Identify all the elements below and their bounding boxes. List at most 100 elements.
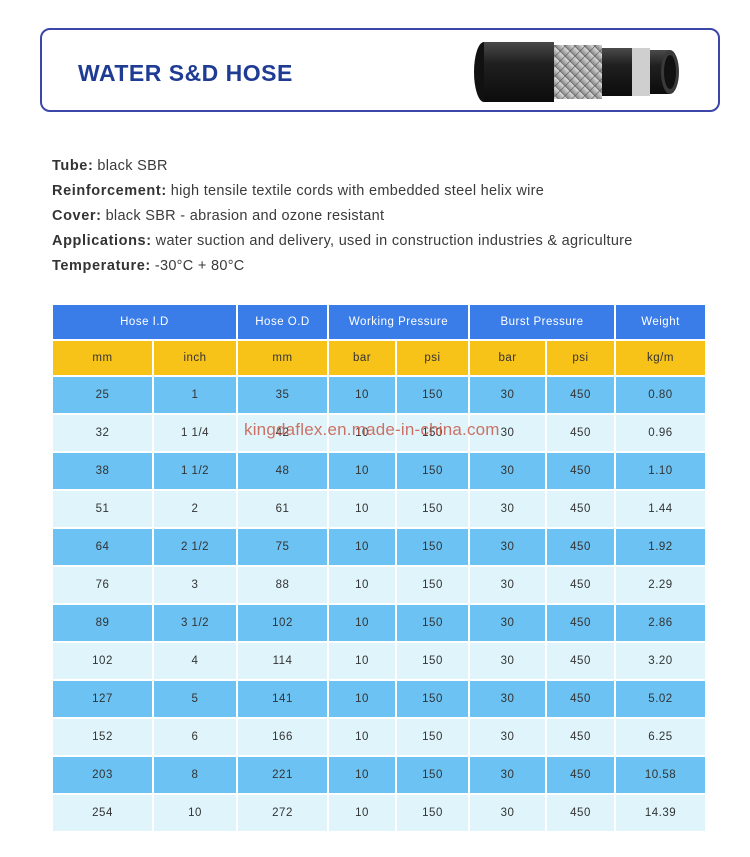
table-cell: 10 [329, 415, 395, 451]
table-cell: 75 [238, 529, 327, 565]
header-hose-od: Hose O.D [238, 305, 327, 339]
unit-cell: kg/m [616, 341, 705, 375]
table-cell: 150 [397, 415, 468, 451]
table-cell: 8 [154, 757, 236, 793]
hose-icon [474, 42, 679, 102]
table-cell: 42 [238, 415, 327, 451]
table-cell: 0.80 [616, 377, 705, 413]
table-cell: 150 [397, 491, 468, 527]
table-cell: 3 [154, 567, 236, 603]
table-cell: 150 [397, 567, 468, 603]
table-cell: 150 [397, 605, 468, 641]
spec-temperature: Temperature: -30°C + 80°C [52, 254, 712, 279]
spec-list: Tube: black SBR Reinforcement: high tens… [52, 154, 712, 279]
table-cell: 10 [329, 567, 395, 603]
table-row: 203 8 221 10 150 30 450 10.58 [53, 757, 705, 793]
table-row: 89 3 1/2 102 10 150 30 450 2.86 [53, 605, 705, 641]
spec-value: -30°C + 80°C [154, 258, 245, 274]
table-cell: 152 [53, 719, 152, 755]
table-cell: 10 [329, 529, 395, 565]
table-cell: 0.96 [616, 415, 705, 451]
table-cell: 102 [238, 605, 327, 641]
table-cell: 10 [329, 681, 395, 717]
table-cell: 127 [53, 681, 152, 717]
table-cell: 88 [238, 567, 327, 603]
table-cell: 150 [397, 719, 468, 755]
table-cell: 35 [238, 377, 327, 413]
table-cell: 203 [53, 757, 152, 793]
page-title: WATER S&D HOSE [78, 60, 293, 86]
table-units-row: mm inch mm bar psi bar psi kg/m [53, 341, 705, 375]
table-cell: 76 [53, 567, 152, 603]
table-cell: 102 [53, 643, 152, 679]
table-cell: 10.58 [616, 757, 705, 793]
table-cell: 48 [238, 453, 327, 489]
table-cell: 10 [329, 605, 395, 641]
table-cell: 5 [154, 681, 236, 717]
table-cell: 166 [238, 719, 327, 755]
table-cell: 450 [547, 415, 614, 451]
table-cell: 30 [470, 795, 545, 831]
table-row: 25 1 35 10 150 30 450 0.80 [53, 377, 705, 413]
table-cell: 10 [329, 377, 395, 413]
table-cell: 150 [397, 529, 468, 565]
table-cell: 150 [397, 643, 468, 679]
table-cell: 30 [470, 643, 545, 679]
table-cell: 30 [470, 719, 545, 755]
table-cell: 450 [547, 453, 614, 489]
table-cell: 450 [547, 795, 614, 831]
spec-applications: Applications: water suction and delivery… [52, 229, 712, 254]
table-cell: 450 [547, 605, 614, 641]
table-cell: 4 [154, 643, 236, 679]
unit-cell: bar [470, 341, 545, 375]
unit-cell: mm [53, 341, 152, 375]
table-cell: 30 [470, 529, 545, 565]
table-cell: 51 [53, 491, 152, 527]
table-cell: 10 [329, 719, 395, 755]
spec-value: black SBR [97, 158, 168, 174]
table-row: 51 2 61 10 150 30 450 1.44 [53, 491, 705, 527]
table-cell: 254 [53, 795, 152, 831]
table-cell: 272 [238, 795, 327, 831]
table-cell: 450 [547, 757, 614, 793]
unit-cell: bar [329, 341, 395, 375]
table-cell: 30 [470, 757, 545, 793]
watermark: kingdaflex.en.made-in-china.com [244, 420, 500, 439]
spec-reinforcement: Reinforcement: high tensile textile cord… [52, 179, 712, 204]
table-cell: 5.02 [616, 681, 705, 717]
table-cell: 150 [397, 795, 468, 831]
unit-cell: inch [154, 341, 236, 375]
table-cell: 450 [547, 491, 614, 527]
table-cell: 10 [329, 643, 395, 679]
table-cell: 64 [53, 529, 152, 565]
table-cell: 141 [238, 681, 327, 717]
table-cell: 2 1/2 [154, 529, 236, 565]
unit-cell: psi [397, 341, 468, 375]
spec-value: black SBR - abrasion and ozone resistant [105, 208, 385, 224]
table-cell: 450 [547, 643, 614, 679]
table-cell: 1.10 [616, 453, 705, 489]
table-cell: 30 [470, 415, 545, 451]
table-cell: 30 [470, 453, 545, 489]
table-row: 38 1 1/2 48 10 150 30 450 1.10 [53, 453, 705, 489]
spec-tube: Tube: black SBR [52, 154, 712, 179]
table-cell: 30 [470, 491, 545, 527]
unit-cell: mm [238, 341, 327, 375]
spec-cover: Cover: black SBR - abrasion and ozone re… [52, 204, 712, 229]
table-cell: 150 [397, 377, 468, 413]
table-cell: 14.39 [616, 795, 705, 831]
table-cell: 2.29 [616, 567, 705, 603]
table-cell: 30 [470, 377, 545, 413]
table-cell: 10 [329, 757, 395, 793]
table-cell: 38 [53, 453, 152, 489]
table-cell: 150 [397, 757, 468, 793]
spec-key: Applications: [52, 233, 152, 249]
table-cell: 6 [154, 719, 236, 755]
spec-key: Cover: [52, 208, 102, 224]
table-cell: 32 [53, 415, 152, 451]
table-cell: 3 1/2 [154, 605, 236, 641]
table-cell: 150 [397, 681, 468, 717]
header-working-pressure: Working Pressure [329, 305, 468, 339]
table-cell: 150 [397, 453, 468, 489]
table-cell: 1.92 [616, 529, 705, 565]
